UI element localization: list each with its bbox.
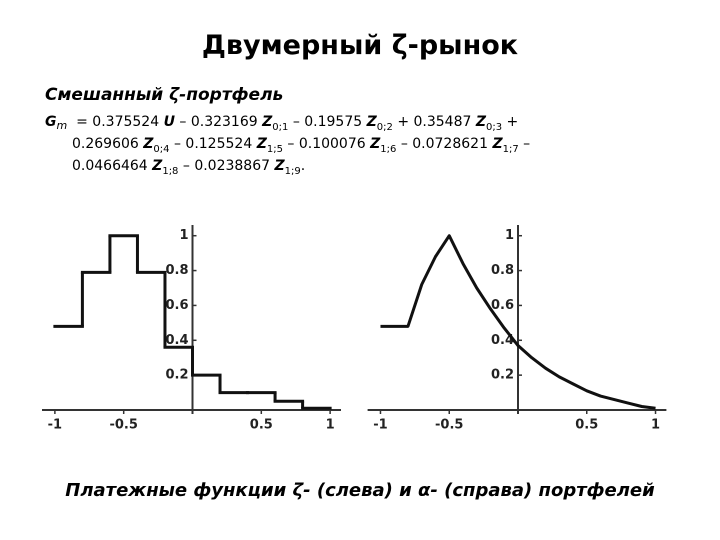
y-tick-label: 0.6 (491, 298, 514, 313)
symbol: Z (370, 136, 381, 152)
symbol: G (45, 114, 57, 130)
y-tick-label: 0.4 (165, 333, 188, 348)
subscript: 1;7 (502, 144, 519, 155)
x-tick-label: 1 (326, 418, 335, 433)
symbol: Z (475, 114, 486, 130)
heading: Смешанный ζ-портфель (45, 85, 284, 105)
y-tick-label: 1 (505, 228, 514, 243)
symbol: Z (262, 114, 273, 130)
x-tick-label: -1 (373, 418, 387, 433)
term: + (506, 114, 519, 130)
x-tick-label: 0.5 (250, 418, 273, 433)
subscript: m (56, 119, 68, 132)
symbol: Z (366, 114, 377, 130)
x-tick-label: 0.5 (575, 418, 598, 433)
y-tick-label: 1 (179, 228, 188, 243)
symbol: Z (152, 158, 163, 174)
subscript: 0;4 (153, 144, 170, 155)
term: . (300, 158, 306, 174)
y-tick-label: 0.2 (491, 368, 514, 383)
slide-title: Двумерный ζ-рынок (201, 30, 519, 61)
subscript: 0;1 (272, 122, 289, 133)
y-tick-label: 0.8 (491, 263, 514, 278)
y-tick-label: 0.4 (491, 333, 514, 348)
y-tick-label: 0.8 (165, 263, 188, 278)
subscript: 1;9 (284, 166, 301, 177)
x-tick-label: 1 (651, 418, 660, 433)
term: – 0.0238867 (182, 158, 271, 174)
caption: Платежные функции ζ- (слева) и α- (справ… (65, 480, 655, 501)
subscript: 0;2 (376, 122, 393, 133)
term: – 0.125524 (173, 136, 253, 152)
term: – 0.0728621 (400, 136, 488, 152)
subscript: 1;6 (380, 144, 397, 155)
x-tick-label: -0.5 (435, 418, 463, 433)
y-tick-label: 0.6 (165, 298, 188, 313)
y-tick-label: 0.2 (165, 368, 188, 383)
term: 0.269606 (72, 136, 139, 152)
term: = 0.375524 (76, 114, 160, 130)
formula-line: 0.269606 Z0;4 – 0.125524 Z1;5 – 0.100076… (72, 136, 530, 155)
symbol: U (163, 114, 175, 130)
subscript: 0;3 (486, 122, 503, 133)
symbol: Z (492, 136, 503, 152)
formula-line: Gm = 0.375524 U – 0.323169 Z0;1 – 0.1957… (45, 114, 518, 133)
subscript: 1;8 (162, 166, 179, 177)
symbol: Z (256, 136, 267, 152)
term: – 0.323169 (179, 114, 258, 130)
formula-line: 0.0466464 Z1;8 – 0.0238867 Z1;9. (72, 158, 305, 177)
term: + 0.35487 (397, 114, 472, 130)
symbol: Z (274, 158, 285, 174)
term: – 0.19575 (292, 114, 363, 130)
x-tick-label: -0.5 (109, 418, 137, 433)
curve (380, 234, 656, 410)
term: 0.0466464 (72, 158, 148, 174)
term: – (523, 136, 531, 152)
symbol: Z (143, 136, 154, 152)
x-tick-label: -1 (48, 418, 62, 433)
subscript: 1;5 (266, 144, 283, 155)
term: – 0.100076 (287, 136, 366, 152)
